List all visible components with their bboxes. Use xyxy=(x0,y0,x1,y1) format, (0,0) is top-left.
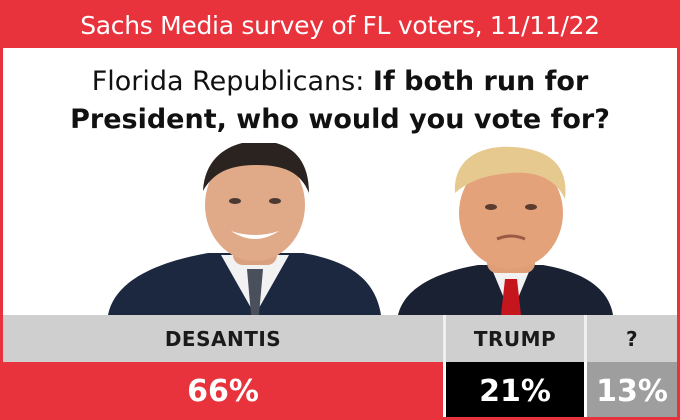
trump-photo xyxy=(398,146,613,315)
header-unsure: ? xyxy=(584,315,677,362)
results-table: DESANTIS TRUMP ? 66% 21% 13% xyxy=(3,315,677,417)
question-text: Florida Republicans: If both run for Pre… xyxy=(3,63,677,139)
header-desantis: DESANTIS xyxy=(3,315,443,362)
candidate-photos xyxy=(3,143,677,315)
value-desantis: 66% xyxy=(3,362,443,417)
desantis-photo xyxy=(108,143,381,315)
results-header-row: DESANTIS TRUMP ? xyxy=(3,315,677,362)
value-trump: 21% xyxy=(443,362,584,417)
header-trump: TRUMP xyxy=(443,315,584,362)
question-bold-line2: President, who would you vote for? xyxy=(70,104,610,135)
value-unsure: 13% xyxy=(584,362,677,417)
header-title: Sachs Media survey of FL voters, 11/11/2… xyxy=(3,3,677,48)
question-prefix: Florida Republicans: xyxy=(91,66,373,97)
results-value-row: 66% 21% 13% xyxy=(3,362,677,417)
question-bold-line1: If both run for xyxy=(372,66,589,97)
